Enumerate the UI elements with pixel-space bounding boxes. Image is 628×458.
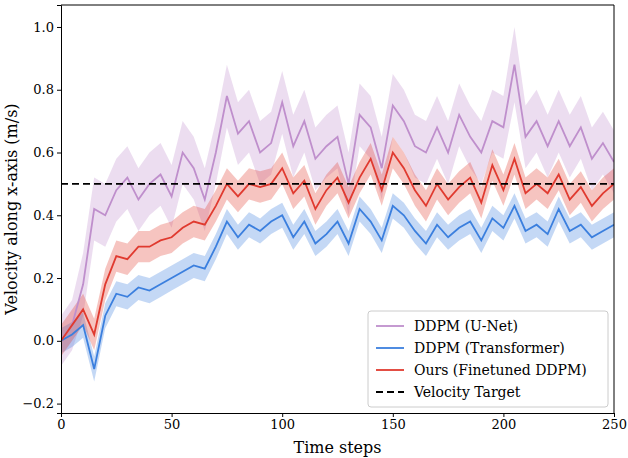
x-tick-label: 100 xyxy=(270,417,295,432)
y-axis: −0.2 0.0 0.2 0.4 0.6 0.8 1.0 xyxy=(22,6,61,414)
y-tick: 0.2 xyxy=(33,271,61,286)
x-tick-label: 150 xyxy=(381,417,406,432)
y-tick: 0.6 xyxy=(33,145,61,160)
y-tick: 0.4 xyxy=(33,208,61,223)
y-tick: 0.8 xyxy=(33,82,61,97)
y-tick-mark xyxy=(57,215,61,216)
series-line xyxy=(61,65,614,341)
legend-swatch xyxy=(376,391,404,393)
series-line xyxy=(61,206,614,369)
legend-label: DDPM (Transformer) xyxy=(414,340,565,356)
legend-label: Ours (Finetuned DDPM) xyxy=(414,362,587,378)
y-tick-mark xyxy=(57,27,61,28)
x-tick-label: 250 xyxy=(602,417,627,432)
x-axis-title: Time steps xyxy=(293,438,381,457)
y-tick-label: 0.4 xyxy=(33,208,54,223)
x-tick: 200 xyxy=(491,413,516,432)
legend-label: DDPM (U-Net) xyxy=(414,318,518,334)
legend-swatch xyxy=(376,325,404,327)
y-tick-label: 0.6 xyxy=(33,145,54,160)
x-tick: 0 xyxy=(57,413,65,432)
series-line xyxy=(61,183,614,185)
y-tick-label: 0.2 xyxy=(33,271,54,286)
frame xyxy=(614,5,615,413)
error-band xyxy=(61,193,614,381)
x-tick: 150 xyxy=(381,413,406,432)
legend-label: Velocity Target xyxy=(413,384,521,400)
chart: 0 50 100 150 200 250 −0.2 0.0 0.2 0.4 0.6 0.8 1.0 DDP… xyxy=(0,0,628,458)
y-tick-mark xyxy=(57,278,61,279)
x-axis: 0 50 100 150 200 250 xyxy=(57,413,627,432)
y-tick-mark xyxy=(57,90,61,91)
legend-box xyxy=(368,311,608,407)
y-tick-label: 0.8 xyxy=(33,82,54,97)
y-tick: 0.0 xyxy=(33,333,61,348)
y-tick-mark xyxy=(57,341,61,342)
y-tick-mark xyxy=(57,153,61,154)
x-tick: 100 xyxy=(270,413,295,432)
legend: DDPM (U-Net) DDPM (Transformer) Ours (Fine… xyxy=(368,311,608,407)
y-axis-line xyxy=(57,6,62,414)
legend-swatch xyxy=(376,369,404,371)
x-tick-label: 50 xyxy=(164,417,181,432)
plot: 0 50 100 150 200 250 −0.2 0.0 0.2 0.4 0.6 0.8 1.0 DDP… xyxy=(22,5,626,432)
y-tick-label: −0.2 xyxy=(22,396,54,411)
x-tick: 50 xyxy=(164,413,181,432)
x-tick: 250 xyxy=(602,413,627,432)
legend-swatch xyxy=(376,347,404,349)
y-tick-label: 1.0 xyxy=(33,20,54,35)
x-tick-label: 200 xyxy=(491,417,516,432)
y-tick: −0.2 xyxy=(22,396,61,411)
y-tick-label: 0.0 xyxy=(33,333,54,348)
x-axis-line xyxy=(62,414,615,418)
x-tick-label: 0 xyxy=(57,417,65,432)
y-tick: 1.0 xyxy=(33,20,61,35)
frame xyxy=(61,5,614,6)
y-axis-title: Velocity along x-axis (m/s) xyxy=(2,103,21,315)
y-tick-mark xyxy=(57,404,61,405)
